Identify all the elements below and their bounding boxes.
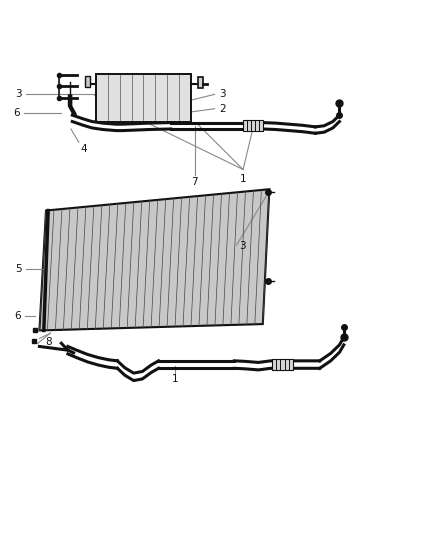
Bar (96, 74, 191, 122)
Text: 3: 3 (239, 241, 245, 251)
Text: 1: 1 (240, 174, 247, 184)
Bar (85, 76, 90, 87)
Text: 3: 3 (15, 90, 22, 99)
Text: 8: 8 (45, 337, 52, 347)
Bar (31, 329, 47, 349)
Text: 2: 2 (219, 104, 226, 114)
Bar (243, 120, 263, 131)
Text: 1: 1 (172, 374, 179, 384)
Text: 3: 3 (219, 90, 226, 99)
Text: 7: 7 (191, 177, 198, 187)
Bar (272, 359, 293, 370)
Polygon shape (39, 189, 269, 330)
Text: 5: 5 (15, 264, 22, 274)
Bar (198, 77, 203, 88)
Text: 6: 6 (14, 311, 21, 320)
Text: 6: 6 (13, 108, 20, 118)
Text: 4: 4 (80, 144, 87, 154)
